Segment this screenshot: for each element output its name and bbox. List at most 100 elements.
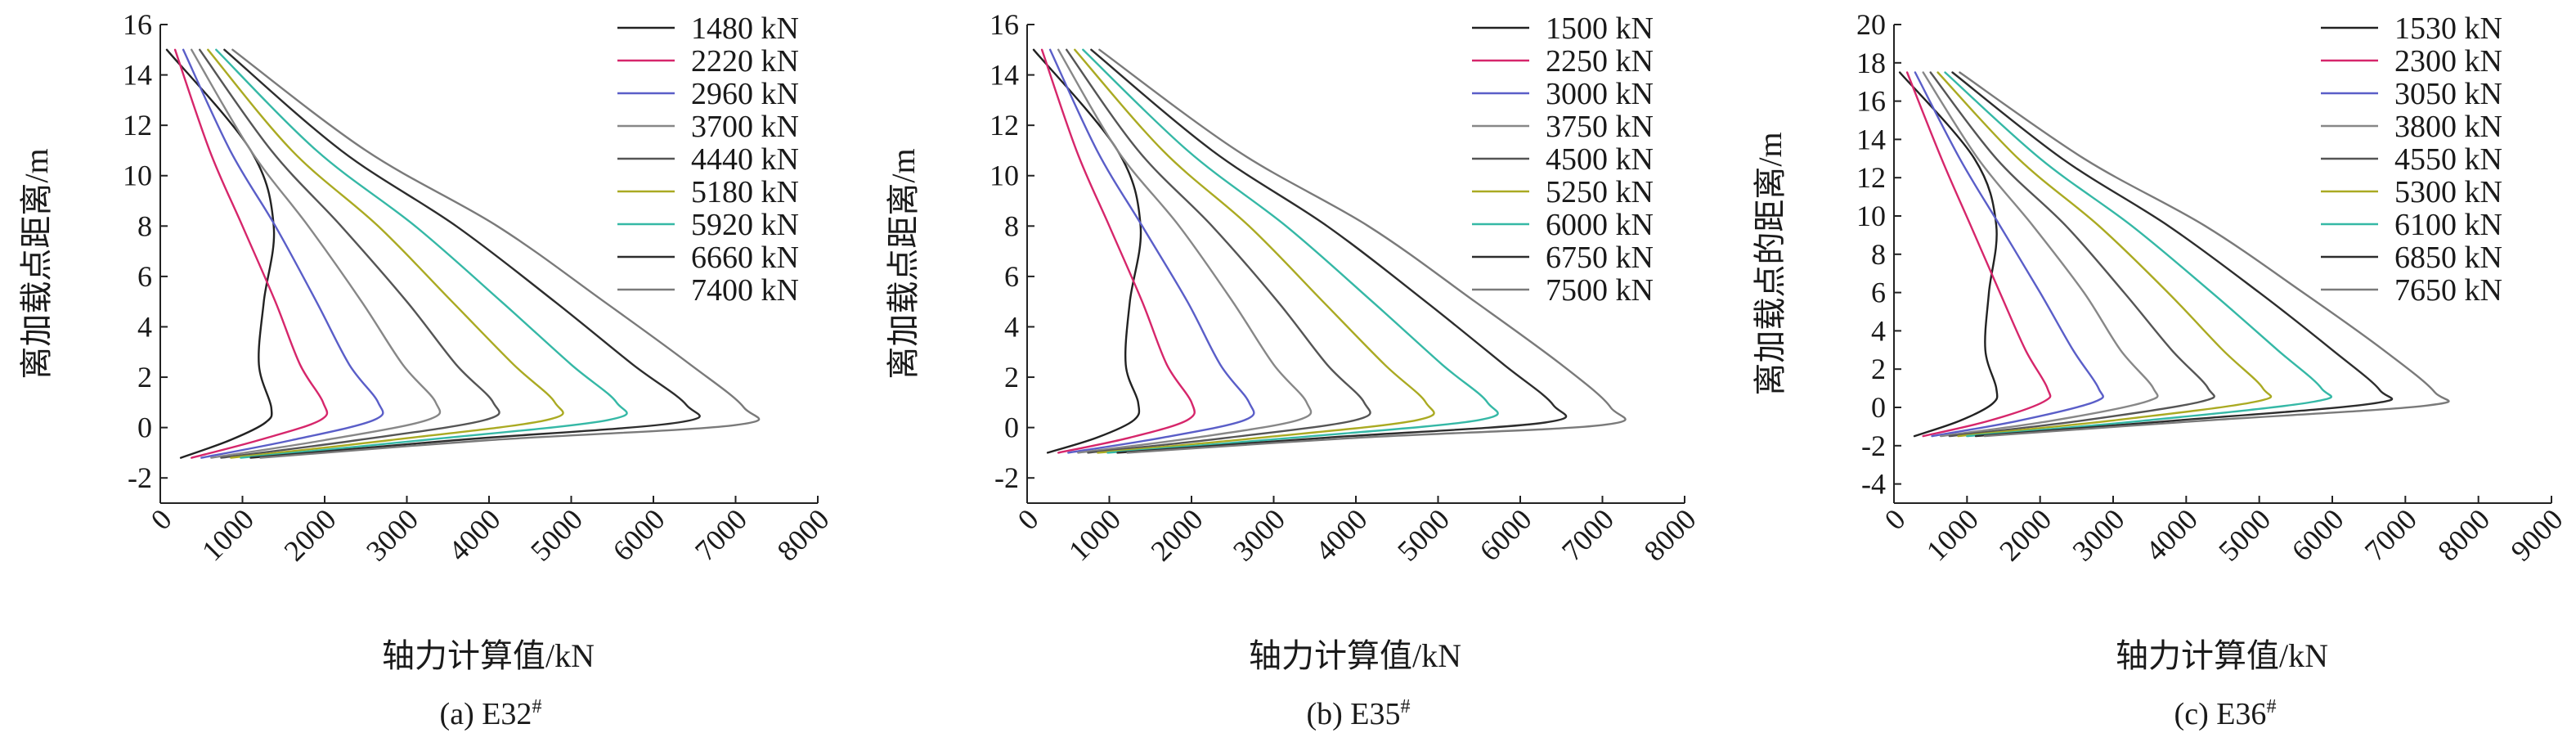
x-tick-label: 8000	[2431, 502, 2496, 567]
y-tick-label: 2	[1004, 361, 1019, 393]
x-tick-label: 6000	[1473, 502, 1537, 567]
series-line-8	[1951, 71, 2394, 438]
caption-superscript: #	[532, 696, 541, 717]
chart-panel-0: -2 0 2 4 6 8 10 12 14 16 0 1000 2000 3000 4000 5000 6000…	[18, 8, 836, 731]
legend-label: 2960 kN	[691, 77, 799, 111]
legend-label: 7650 kN	[2394, 273, 2502, 308]
series-line-5	[199, 48, 500, 459]
x-tick-label: 2000	[277, 502, 342, 567]
y-tick-label: 4	[1871, 314, 1886, 347]
x-axis-title: 轴力计算值/kN	[1249, 637, 1461, 674]
x-tick-label: 7000	[2358, 502, 2423, 567]
x-tick-label: 1000	[195, 502, 260, 567]
x-axis-title: 轴力计算值/kN	[382, 637, 595, 674]
y-tick-label: -2	[1861, 429, 1886, 462]
legend-label: 4500 kN	[1546, 142, 1654, 177]
x-tick-label: 2000	[1144, 502, 1209, 567]
legend-label: 3700 kN	[691, 110, 799, 144]
x-tick-label: 5000	[1391, 502, 1456, 567]
legend-label: 1500 kN	[1546, 11, 1654, 46]
panel-caption: (b) E35#	[1306, 696, 1410, 731]
legend-label: 5920 kN	[691, 208, 799, 242]
legend-label: 1530 kN	[2394, 11, 2502, 46]
series-line-4	[1057, 48, 1313, 454]
x-tick-label: 3000	[1227, 502, 1291, 567]
series-line-3	[1048, 48, 1255, 454]
y-tick-label: 18	[1856, 47, 1886, 79]
y-tick-label: 16	[990, 8, 1019, 41]
series-line-4	[191, 48, 442, 459]
legend-label: 5300 kN	[2394, 175, 2502, 209]
y-axis-title: 离加载点距离/m	[18, 148, 55, 379]
x-tick-label: 1000	[1062, 502, 1127, 567]
y-tick-label: 16	[123, 8, 152, 41]
legend-label: 6850 kN	[2394, 241, 2502, 275]
x-tick-label: 9000	[2504, 502, 2569, 567]
y-tick-label: -2	[128, 461, 152, 494]
panel-caption: (c) E36#	[2174, 696, 2277, 731]
caption-text: (c) E36	[2174, 697, 2267, 731]
y-tick-label: 14	[123, 59, 152, 92]
y-tick-label: 10	[990, 160, 1019, 192]
series-line-6	[207, 48, 564, 459]
x-tick-label: 5000	[2212, 502, 2277, 567]
y-tick-label: 14	[1856, 123, 1886, 155]
legend-label: 6750 kN	[1546, 241, 1654, 275]
y-tick-label: 20	[1856, 8, 1886, 41]
series-line-2	[1905, 71, 2052, 438]
series-line-1	[1032, 48, 1142, 454]
y-tick-label: 16	[1856, 85, 1886, 118]
series-line-5	[1929, 71, 2215, 438]
caption-superscript: #	[2266, 696, 2276, 717]
x-tick-label: 7000	[689, 502, 753, 567]
legend-label: 6000 kN	[1546, 208, 1654, 242]
y-tick-label: 8	[1871, 238, 1886, 271]
series-line-7	[1944, 71, 2333, 438]
caption-superscript: #	[1401, 696, 1411, 717]
series-line-9	[1098, 48, 1627, 454]
legend-label: 4440 kN	[691, 142, 799, 177]
x-tick-label: 8000	[1637, 502, 1702, 567]
y-tick-label: -2	[994, 461, 1019, 494]
legend-label: 3000 kN	[1546, 77, 1654, 111]
y-tick-label: 10	[1856, 200, 1886, 232]
x-tick-label: 3000	[360, 502, 424, 567]
y-tick-label: 6	[1871, 277, 1886, 309]
series-line-5	[1066, 48, 1371, 454]
legend-label: 3050 kN	[2394, 77, 2502, 111]
chart-panel-1: -2 0 2 4 6 8 10 12 14 16 0 1000 2000 3000 4000 5000 6000…	[885, 8, 1703, 731]
y-tick-label: 2	[137, 361, 152, 393]
y-tick-label: 10	[123, 160, 152, 192]
x-tick-label: 4000	[2139, 502, 2204, 567]
y-tick-label: 8	[1004, 209, 1019, 242]
y-tick-label: 6	[1004, 260, 1019, 293]
y-tick-label: -4	[1861, 468, 1886, 501]
legend-label: 5180 kN	[691, 175, 799, 209]
legend-label: 1480 kN	[691, 11, 799, 46]
series-line-7	[215, 48, 628, 459]
series-line-8	[1090, 48, 1568, 454]
y-tick-label: 0	[137, 411, 152, 444]
x-tick-label: 6000	[606, 502, 671, 567]
x-tick-label: 2000	[1993, 502, 2058, 567]
x-tick-label: 5000	[524, 502, 589, 567]
series-line-2	[173, 48, 329, 459]
y-tick-label: 12	[123, 109, 152, 142]
series-line-4	[1922, 71, 2159, 438]
legend-label: 2250 kN	[1546, 44, 1654, 79]
y-tick-label: 0	[1004, 411, 1019, 444]
legend-label: 4550 kN	[2394, 142, 2502, 177]
y-tick-label: 8	[137, 209, 152, 242]
legend-label: 3800 kN	[2394, 110, 2502, 144]
x-tick-label: 0	[1012, 502, 1045, 536]
y-tick-label: 4	[1004, 310, 1019, 343]
series-line-3	[1914, 71, 2104, 438]
y-tick-label: 6	[137, 260, 152, 293]
legend-label: 6660 kN	[691, 241, 799, 275]
